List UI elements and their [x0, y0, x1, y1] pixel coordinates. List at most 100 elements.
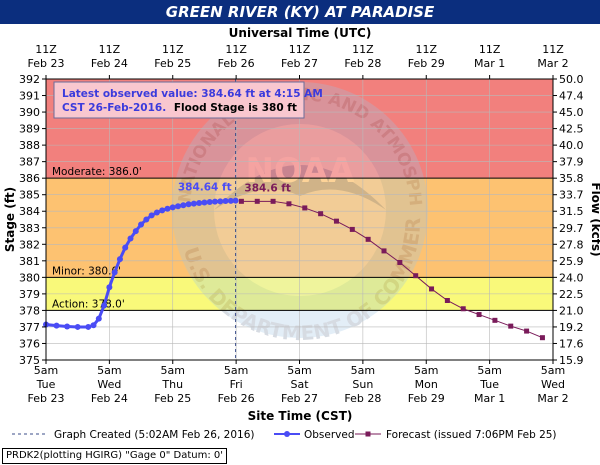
- bottom-tick-day-0: Tue: [36, 378, 56, 391]
- forecast-point-19: [539, 335, 545, 341]
- bottom-tick-time-0: 5am: [34, 364, 58, 377]
- ytick-label-387: 387: [19, 156, 40, 169]
- top-tick-date-2: Feb 25: [154, 57, 191, 70]
- forecast-point-16: [492, 317, 498, 323]
- datum-footer: PRDK2(plotting HGIRG) "Gage 0" Datum: 0': [2, 448, 228, 464]
- top-tick-date-7: Mar 1: [474, 57, 505, 70]
- series-layer: 384.64 ft 384.6 ft: [43, 182, 545, 341]
- legend-forecast: Forecast (issued 7:06PM Feb 25): [386, 429, 557, 441]
- observed-point-13: [132, 228, 139, 235]
- forecast-point-17: [508, 323, 514, 329]
- observed-point-19: [164, 205, 171, 212]
- observed-point-6: [95, 315, 102, 322]
- y-axis-label: Stage (ft): [3, 187, 17, 252]
- ytick-label-376: 376: [19, 337, 40, 350]
- forecast-point-8: [365, 236, 371, 242]
- top-tick-hour-4: 11Z: [289, 43, 311, 56]
- forecast-point-9: [381, 248, 387, 254]
- info-line-1: Latest observed value: 384.64 ft at 4:15…: [62, 88, 323, 100]
- observed-point-1: [53, 322, 60, 329]
- observed-point-12: [127, 235, 134, 242]
- observed-point-18: [159, 207, 166, 214]
- axes-layer: 3753763773783793803813823833843853863873…: [3, 26, 600, 423]
- observed-point-23: [185, 201, 192, 208]
- observed-point-8: [106, 284, 113, 291]
- ytick-label-379: 379: [19, 288, 40, 301]
- info-date: CST 26-Feb-2016.: [62, 102, 166, 114]
- flowtick-label-377: 19.2: [559, 321, 584, 334]
- flowtick-label-387: 37.9: [559, 156, 584, 169]
- ytick-label-375: 375: [19, 354, 40, 367]
- observed-point-29: [217, 198, 224, 205]
- bottom-tick-day-6: Mon: [415, 378, 438, 391]
- top-tick-hour-8: 11Z: [542, 43, 564, 56]
- threshold-label-1: Minor: 380.0': [52, 265, 121, 277]
- forecast-point-18: [524, 328, 530, 334]
- flowtick-label-379: 22.5: [559, 288, 584, 301]
- forecast-point-0: [238, 198, 244, 204]
- observed-point-32: [232, 197, 239, 204]
- forecast-point-4: [302, 205, 308, 211]
- y2-axis-label: Flow (kcfs): [589, 182, 600, 256]
- observed-point-3: [74, 323, 81, 330]
- ytick-label-389: 389: [19, 123, 40, 136]
- observed-point-21: [175, 203, 182, 210]
- top-tick-hour-6: 11Z: [415, 43, 437, 56]
- bottom-axis-label: Site Time (CST): [248, 409, 353, 423]
- top-tick-date-0: Feb 23: [28, 57, 65, 70]
- forecast-line: [241, 200, 543, 339]
- flowtick-label-375: 15.9: [559, 354, 584, 367]
- top-tick-hour-0: 11Z: [35, 43, 57, 56]
- point-label-1: 384.6 ft: [244, 182, 290, 194]
- flowtick-label-389: 42.5: [559, 123, 584, 136]
- ytick-label-377: 377: [19, 321, 40, 334]
- bottom-tick-day-3: Fri: [230, 378, 243, 391]
- threshold-label-2: Action: 378.0': [52, 298, 125, 310]
- forecast-point-6: [333, 218, 339, 224]
- forecast-point-15: [476, 312, 482, 318]
- bottom-tick-time-4: 5am: [287, 364, 311, 377]
- info-box: Latest observed value: 384.64 ft at 4:15…: [53, 81, 323, 119]
- observed-point-4: [85, 323, 92, 330]
- top-tick-date-8: Mar 2: [537, 57, 568, 70]
- observed-point-10: [116, 256, 123, 263]
- ytick-label-388: 388: [19, 139, 40, 152]
- flowtick-label-388: 40.0: [559, 139, 584, 152]
- forecast-point-2: [270, 198, 276, 204]
- bottom-tick-date-6: Feb 29: [408, 392, 445, 405]
- noaa-seal-inner: [214, 124, 386, 296]
- top-tick-date-5: Feb 28: [344, 57, 381, 70]
- legend-observed: Observed: [304, 429, 355, 441]
- forecast-point-3: [286, 201, 292, 207]
- observed-point-28: [212, 198, 218, 205]
- bottom-tick-time-8: 5am: [541, 364, 565, 377]
- bottom-tick-date-0: Feb 23: [28, 392, 65, 405]
- flowtick-label-383: 29.7: [559, 222, 584, 235]
- forecast-point-7: [349, 226, 355, 232]
- legend-forecast-marker: [365, 431, 371, 437]
- ytick-label-384: 384: [19, 205, 40, 218]
- observed-point-5: [90, 322, 97, 329]
- ytick-label-385: 385: [19, 189, 40, 202]
- top-tick-date-6: Feb 29: [408, 57, 445, 70]
- observed-point-2: [64, 323, 71, 330]
- observed-point-31: [227, 197, 234, 204]
- top-tick-hour-7: 11Z: [479, 43, 501, 56]
- info-flood-stage: Flood Stage is 380 ft: [174, 102, 297, 114]
- top-tick-date-3: Feb 26: [218, 57, 255, 70]
- info-box-bg: [53, 81, 305, 119]
- observed-point-14: [138, 221, 145, 228]
- ytick-label-391: 391: [19, 90, 40, 103]
- bottom-tick-time-7: 5am: [477, 364, 501, 377]
- legend: Graph Created (5:02AM Feb 26, 2016) Obse…: [12, 429, 557, 441]
- forecast-point-1: [254, 198, 260, 204]
- bottom-tick-day-1: Wed: [97, 378, 121, 391]
- flowtick-label-390: 45.0: [559, 106, 584, 119]
- flowtick-label-382: 27.8: [559, 238, 584, 251]
- bottom-tick-day-2: Thu: [161, 378, 183, 391]
- ytick-label-381: 381: [19, 255, 40, 268]
- top-tick-hour-3: 11Z: [225, 43, 247, 56]
- bottom-tick-time-3: 5am: [224, 364, 248, 377]
- ytick-label-392: 392: [19, 73, 40, 86]
